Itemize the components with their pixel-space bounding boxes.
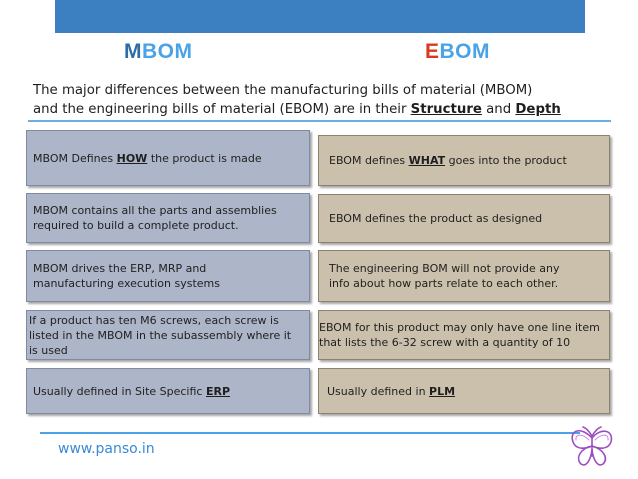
ebom-box-plm: Usually defined in PLM [318, 368, 610, 414]
mbom-box-screws: If a product has ten M6 screws, each scr… [26, 310, 310, 360]
mbom-box-screws-text: If a product has ten M6 screws, each scr… [29, 313, 292, 357]
ebom-box-screws-text: EBOM for this product may only have one … [319, 321, 600, 349]
ebom-what-keyword: WHAT [408, 154, 446, 167]
ebom-what-post: goes into the product [445, 154, 567, 167]
mbom-heading-first-letter: M [124, 40, 142, 63]
intro-line-2-prefix: and the engineering bills of material (E… [33, 102, 411, 117]
mbom-box-contains: MBOM contains all the parts and assembli… [26, 193, 310, 243]
ebom-box-no-relations: The engineering BOM will not provide any… [318, 250, 610, 302]
top-banner [55, 0, 585, 33]
mbom-box-how-text: MBOM Defines HOW the product is made [27, 151, 262, 166]
ebom-plm-keyword: PLM [429, 384, 456, 398]
ebom-box-what: EBOM defines WHAT goes into the product [318, 135, 610, 186]
intro-paragraph: The major differences between the manufa… [33, 81, 623, 119]
ebom-plm-pre: Usually defined in [327, 384, 430, 398]
footer-url[interactable]: www.panso.in [58, 441, 155, 457]
ebom-box-what-text: EBOM defines WHAT goes into the product [319, 153, 567, 168]
mbom-box-contains-text: MBOM contains all the parts and assembli… [33, 204, 277, 232]
mbom-box-drives-erp-text: MBOM drives the ERP, MRP and manufacturi… [33, 262, 220, 290]
mbom-how-post: the product is made [147, 151, 262, 165]
intro-line-1: The major differences between the manufa… [33, 83, 533, 98]
mbom-box-how: MBOM Defines HOW the product is made [26, 130, 310, 186]
ebom-box-no-relations-text: The engineering BOM will not provide any… [329, 262, 560, 290]
mbom-box-erp-text: Usually defined in Site Specific ERP [27, 384, 230, 399]
mbom-how-keyword: HOW [116, 151, 148, 165]
ebom-heading: EBOM [425, 40, 490, 64]
intro-and: and [481, 102, 516, 117]
intro-keyword-depth: Depth [515, 102, 561, 117]
butterfly-icon [571, 426, 613, 466]
intro-keyword-structure: Structure [410, 102, 482, 117]
mbom-heading: MBOM [124, 40, 193, 64]
ebom-box-plm-text: Usually defined in PLM [319, 384, 455, 399]
intro-underline-rule [28, 120, 611, 122]
ebom-what-pre: EBOM defines [329, 154, 409, 167]
mbom-heading-rest: BOM [142, 40, 193, 63]
ebom-box-screws: EBOM for this product may only have one … [318, 310, 610, 360]
ebom-box-designed: EBOM defines the product as designed [318, 194, 610, 243]
mbom-how-pre: MBOM Defines [33, 151, 117, 165]
mbom-box-drives-erp: MBOM drives the ERP, MRP and manufacturi… [26, 250, 310, 302]
ebom-heading-rest: BOM [439, 40, 491, 63]
mbom-erp-pre: Usually defined in Site Specific [33, 384, 206, 398]
ebom-heading-first-letter: E [425, 40, 440, 63]
mbom-erp-keyword: ERP [205, 384, 231, 398]
footer-rule [40, 432, 580, 434]
ebom-box-designed-text: EBOM defines the product as designed [329, 212, 543, 225]
mbom-box-erp: Usually defined in Site Specific ERP [26, 368, 310, 414]
